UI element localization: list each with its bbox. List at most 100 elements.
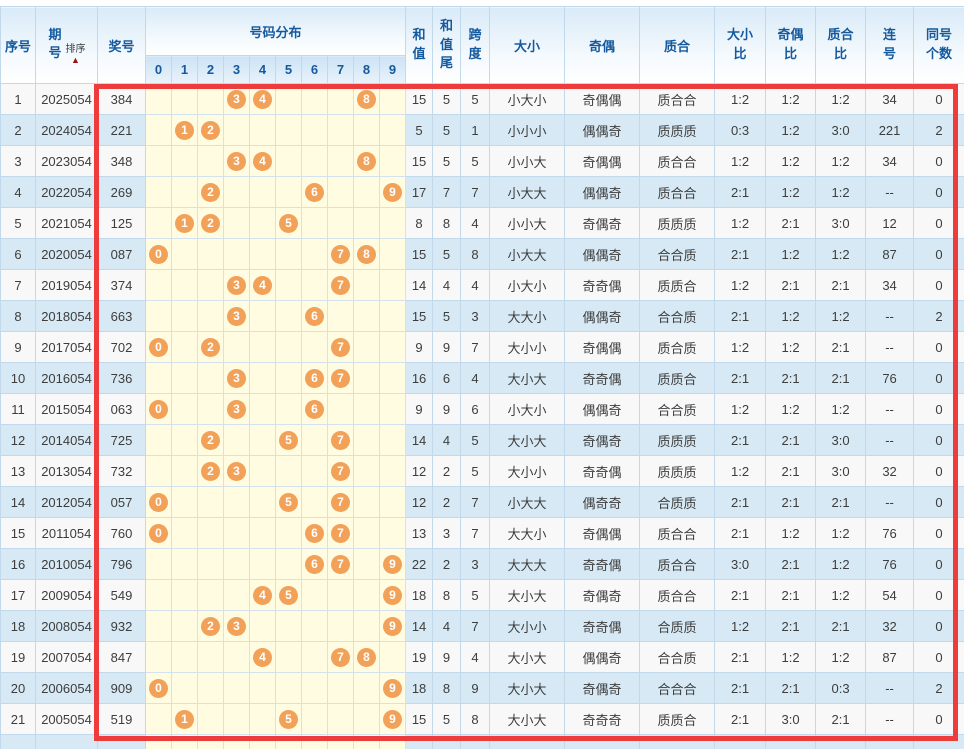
cell-parity-ratio: 1:2 (765, 331, 817, 363)
span-header-label: 跨度 (468, 27, 482, 61)
cell-seq: 16 (0, 548, 36, 580)
number-ball-6: 6 (305, 306, 324, 326)
cell-prime: 质合合 (639, 176, 716, 208)
digit-column-header-3: 3 (223, 55, 250, 84)
distribution-cell-8: 8 (353, 83, 380, 115)
cell-award: 125 (97, 207, 146, 239)
distribution-cell-2 (197, 393, 224, 425)
cell-period (35, 734, 98, 749)
cell-span: 8 (460, 703, 491, 735)
cell-size-ratio: 1:2 (714, 331, 767, 363)
cell-span: 5 (460, 83, 491, 115)
cell-sum: 13 (405, 517, 434, 549)
cell-parity-ratio: 2:1 (765, 424, 817, 456)
digit-column-header-2: 2 (197, 55, 224, 84)
distribution-cell-3 (223, 641, 250, 673)
cell-size: 大大小 (489, 517, 566, 549)
cell-size: 小大大 (489, 176, 566, 208)
table-row (0, 734, 964, 749)
cell-prime-ratio: 1:2 (815, 641, 867, 673)
cell-sum: 17 (405, 176, 434, 208)
distribution-cell-3 (223, 331, 250, 363)
number-ball-3: 3 (227, 306, 246, 326)
distribution-cell-5 (275, 176, 302, 208)
distribution-cell-2: 2 (197, 424, 224, 456)
cell-consecutive: -- (865, 393, 915, 425)
cell-same-count: 0 (913, 145, 964, 177)
cell-size-ratio: 1:2 (714, 207, 767, 239)
distribution-cell-7 (327, 703, 354, 735)
cell-prime: 合合质 (639, 300, 716, 332)
cell-size-ratio: 2:1 (714, 703, 767, 735)
cell-seq: 7 (0, 269, 36, 301)
cell-consecutive: 221 (865, 114, 915, 146)
cell-prime-ratio: 3:0 (815, 424, 867, 456)
cell-parity: 奇奇偶 (564, 610, 641, 642)
distribution-cell-5: 5 (275, 703, 302, 735)
distribution-cell-7 (327, 579, 354, 611)
cell-size-ratio: 1:2 (714, 269, 767, 301)
distribution-cell-3 (223, 517, 250, 549)
distribution-cell-6: 6 (301, 548, 328, 580)
cell-size: 大小大 (489, 641, 566, 673)
distribution-cell-8 (353, 362, 380, 394)
cell-parity (564, 734, 641, 749)
distribution-cell-4: 4 (249, 269, 276, 301)
number-ball-2: 2 (201, 337, 220, 357)
distribution-cell-7 (327, 672, 354, 704)
distribution-cell-7: 7 (327, 486, 354, 518)
number-ball-0: 0 (149, 399, 168, 419)
distribution-cell-7 (327, 393, 354, 425)
cell-size-ratio: 0:3 (714, 114, 767, 146)
cell-same-count: 0 (913, 610, 964, 642)
cell-same-count: 0 (913, 486, 964, 518)
cell-sum: 8 (405, 207, 434, 239)
distribution-cell-6: 6 (301, 362, 328, 394)
cell-span: 9 (460, 672, 491, 704)
cell-prime: 质合合 (639, 145, 716, 177)
cell-sum: 22 (405, 548, 434, 580)
number-ball-8: 8 (357, 89, 376, 109)
distribution-cell-4 (249, 548, 276, 580)
distribution-cell-0 (145, 176, 172, 208)
cell-same-count: 2 (913, 672, 964, 704)
cell-seq: 15 (0, 517, 36, 549)
cell-seq: 5 (0, 207, 36, 239)
distribution-cell-2 (197, 548, 224, 580)
cell-span: 5 (460, 145, 491, 177)
cell-same-count: 0 (913, 517, 964, 549)
distribution-cell-8 (353, 579, 380, 611)
cell-parity: 偶偶奇 (564, 114, 641, 146)
distribution-cell-9: 9 (378, 579, 407, 611)
distribution-cell-6 (301, 579, 328, 611)
cell-span: 7 (460, 610, 491, 642)
distribution-cell-1 (171, 331, 198, 363)
distribution-cell-5 (275, 362, 302, 394)
cell-parity: 偶偶奇 (564, 176, 641, 208)
cell-prime: 质合合 (639, 579, 716, 611)
distribution-cell-2 (197, 238, 224, 270)
cell-same-count: 0 (913, 393, 964, 425)
distribution-cell-3 (223, 703, 250, 735)
distribution-cell-2 (197, 83, 224, 115)
cell-parity: 奇奇偶 (564, 455, 641, 487)
sort-control[interactable]: 排序 ▲ (65, 40, 85, 65)
distribution-cell-3: 3 (223, 83, 250, 115)
cell-sum-tail: 9 (432, 331, 462, 363)
cell-prime-ratio: 1:2 (815, 579, 867, 611)
number-ball-6: 6 (305, 182, 324, 202)
cell-sum: 15 (405, 145, 434, 177)
cell-consecutive: -- (865, 672, 915, 704)
cell-award: 057 (97, 486, 146, 518)
cell-seq: 12 (0, 424, 36, 456)
distribution-cell-9 (378, 486, 407, 518)
cell-parity: 奇偶奇 (564, 672, 641, 704)
cell-award: 063 (97, 393, 146, 425)
cell-parity-ratio: 1:2 (765, 300, 817, 332)
distribution-cell-5 (275, 269, 302, 301)
cell-prime: 合合合 (639, 672, 716, 704)
number-ball-9: 9 (383, 554, 403, 574)
cell-parity-ratio: 1:2 (765, 393, 817, 425)
